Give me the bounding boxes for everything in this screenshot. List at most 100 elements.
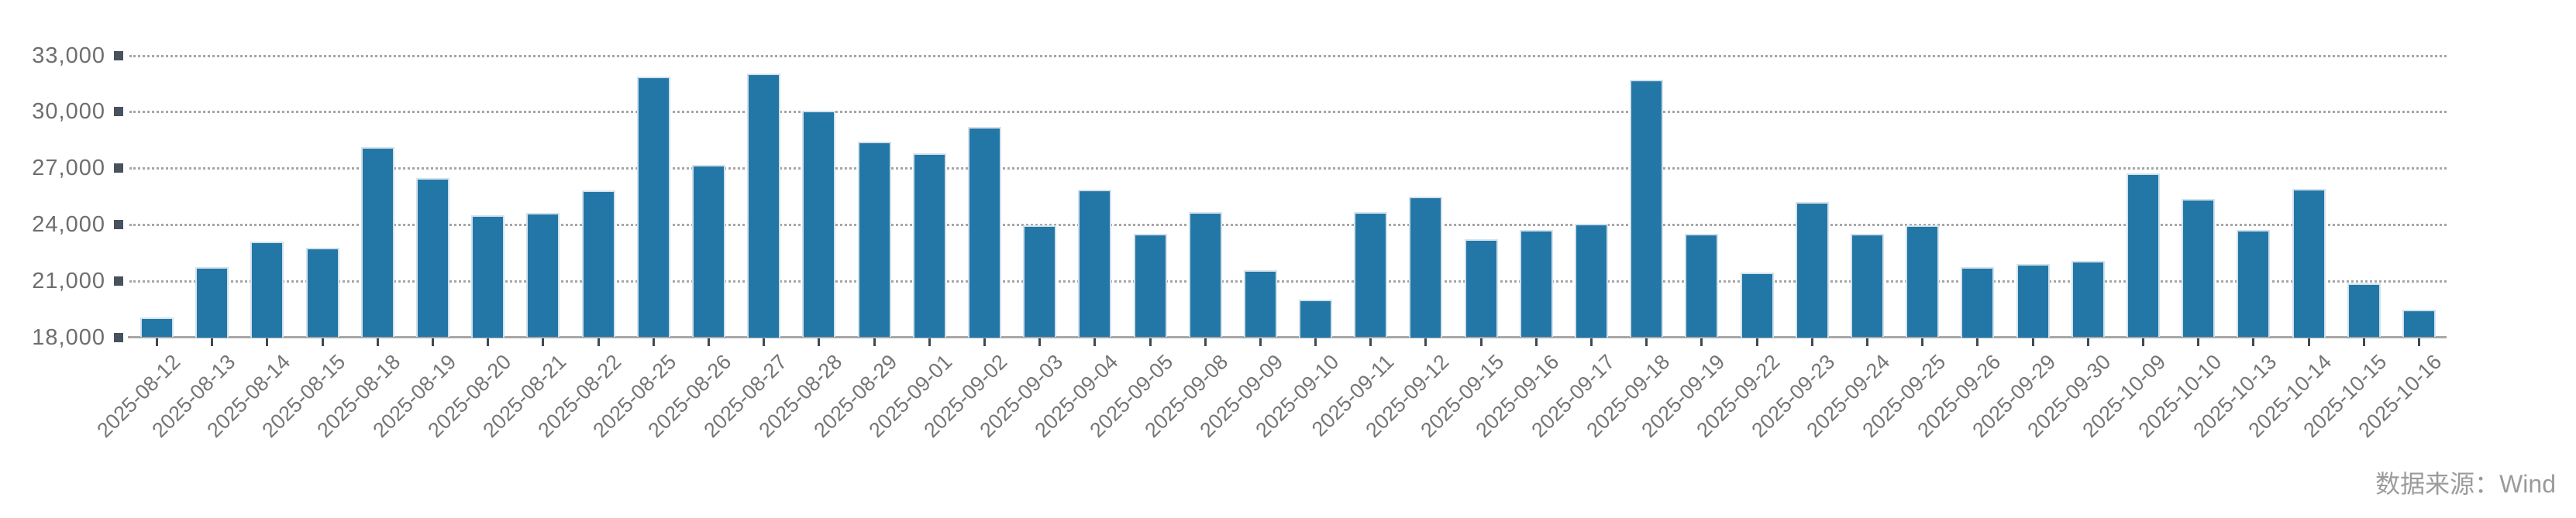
bar-2025-09-22[interactable] <box>1741 273 1774 338</box>
y-axis-label: 21,000 <box>32 268 105 293</box>
x-axis-tick <box>2032 338 2034 346</box>
x-axis-tick <box>1204 338 1207 346</box>
data-source-note: 数据来源：Wind <box>2375 470 2556 498</box>
x-axis-tick <box>2142 338 2144 346</box>
y-axis-label: 33,000 <box>32 43 105 68</box>
bar-2025-08-20[interactable] <box>471 215 505 338</box>
x-axis-tick <box>377 338 379 346</box>
x-axis-tick <box>1811 338 1813 346</box>
bar-2025-08-14[interactable] <box>250 242 284 338</box>
x-axis-tick <box>1480 338 1483 346</box>
bar-2025-08-27[interactable] <box>747 74 780 338</box>
y-gridline <box>129 224 2447 226</box>
bar-2025-08-12[interactable] <box>140 317 174 337</box>
y-gridline <box>129 111 2447 113</box>
x-axis-tick <box>2087 338 2089 346</box>
bar-2025-10-09[interactable] <box>2127 173 2160 337</box>
y-gridline <box>129 280 2447 283</box>
bar-2025-09-30[interactable] <box>2071 261 2105 337</box>
bar-2025-09-17[interactable] <box>1575 224 1608 338</box>
y-axis-label: 27,000 <box>32 155 105 180</box>
bar-2025-09-01[interactable] <box>913 153 946 338</box>
bar-2025-09-09[interactable] <box>1244 270 1277 337</box>
x-axis-tick <box>1424 338 1427 346</box>
y-axis-label: 18,000 <box>32 324 105 350</box>
x-axis-tick <box>1369 338 1372 346</box>
bar-2025-09-12[interactable] <box>1409 197 1442 338</box>
y-gridline <box>129 167 2447 170</box>
x-axis-tick <box>1259 338 1262 346</box>
y-tick-square-icon <box>114 107 123 116</box>
bar-2025-09-08[interactable] <box>1189 212 1222 337</box>
bar-2025-09-24[interactable] <box>1851 234 1884 337</box>
x-axis-tick <box>2418 338 2420 346</box>
x-axis-tick <box>1866 338 1868 346</box>
bar-2025-10-16[interactable] <box>2402 310 2436 337</box>
bar-2025-09-10[interactable] <box>1299 300 1332 338</box>
y-axis-label: 24,000 <box>32 211 105 237</box>
bar-2025-09-04[interactable] <box>1078 190 1111 337</box>
bar-2025-10-14[interactable] <box>2292 189 2326 338</box>
x-axis-tick <box>983 338 986 346</box>
bar-2025-08-19[interactable] <box>416 178 449 337</box>
x-axis-tick <box>1038 338 1041 346</box>
bar-2025-09-18[interactable] <box>1630 80 1663 337</box>
x-axis-tick <box>211 338 213 346</box>
x-axis-tick <box>1314 338 1317 346</box>
bar-2025-08-21[interactable] <box>526 213 560 337</box>
bar-2025-09-29[interactable] <box>2016 264 2050 338</box>
bar-2025-08-22[interactable] <box>582 190 615 337</box>
x-axis-tick <box>1149 338 1152 346</box>
x-axis-tick <box>1590 338 1593 346</box>
x-axis-tick <box>928 338 931 346</box>
y-tick-square-icon <box>114 333 123 342</box>
x-axis-tick <box>1976 338 1978 346</box>
bar-2025-10-10[interactable] <box>2182 199 2215 337</box>
bar-2025-09-15[interactable] <box>1465 239 1498 337</box>
bar-2025-09-03[interactable] <box>1023 225 1056 337</box>
y-tick-square-icon <box>114 220 123 229</box>
bar-2025-08-18[interactable] <box>361 147 394 337</box>
x-axis-tick <box>2197 338 2199 346</box>
x-axis-tick <box>2308 338 2310 346</box>
y-tick-square-icon <box>114 51 123 60</box>
x-axis-tick <box>708 338 710 346</box>
bar-2025-08-13[interactable] <box>195 267 229 338</box>
x-axis-tick <box>2363 338 2365 346</box>
bar-2025-09-25[interactable] <box>1906 225 1939 337</box>
x-axis-tick <box>487 338 489 346</box>
y-axis-label: 30,000 <box>32 98 105 124</box>
bar-2025-08-26[interactable] <box>692 165 725 337</box>
x-axis-tick <box>1645 338 1648 346</box>
x-axis-tick <box>542 338 544 346</box>
x-axis-tick <box>1700 338 1703 346</box>
x-axis-tick <box>1921 338 1923 346</box>
bar-2025-08-29[interactable] <box>858 142 891 337</box>
x-axis-tick <box>156 338 158 346</box>
y-tick-square-icon <box>114 276 123 286</box>
x-axis-line <box>128 336 2447 338</box>
x-axis-tick <box>818 338 820 346</box>
x-axis-tick <box>598 338 600 346</box>
bar-2025-09-11[interactable] <box>1354 212 1387 337</box>
x-axis-tick <box>1535 338 1538 346</box>
x-axis-tick <box>763 338 765 346</box>
x-axis-tick <box>2252 338 2254 346</box>
bar-2025-08-28[interactable] <box>802 111 835 337</box>
bar-2025-08-15[interactable] <box>306 248 339 337</box>
y-gridline <box>129 55 2447 57</box>
bar-2025-09-19[interactable] <box>1685 234 1718 337</box>
bar-2025-09-26[interactable] <box>1961 267 1994 338</box>
x-axis-tick <box>322 338 324 346</box>
y-tick-square-icon <box>114 163 123 173</box>
bar-2025-08-25[interactable] <box>637 77 670 337</box>
bar-2025-09-02[interactable] <box>968 127 1001 338</box>
x-axis-tick <box>873 338 876 346</box>
x-axis-tick <box>1093 338 1096 346</box>
bar-2025-09-05[interactable] <box>1134 234 1167 337</box>
bar-2025-10-13[interactable] <box>2237 230 2270 337</box>
bar-2025-10-15[interactable] <box>2347 283 2381 337</box>
bar-2025-09-23[interactable] <box>1796 202 1829 338</box>
bar-2025-09-16[interactable] <box>1520 230 1553 337</box>
